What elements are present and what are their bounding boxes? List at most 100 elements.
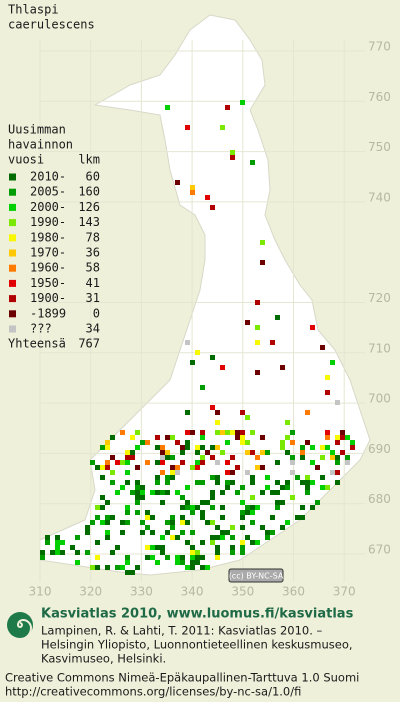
legend-label: 1900- <box>30 291 66 305</box>
observation-square <box>325 375 330 380</box>
observation-square <box>310 325 315 330</box>
legend-label: 1970- <box>30 246 66 260</box>
observation-square <box>345 460 350 465</box>
observation-square <box>230 480 235 485</box>
observation-square <box>105 530 110 535</box>
observation-square <box>165 530 170 535</box>
observation-square <box>230 155 235 160</box>
observation-square <box>220 450 225 455</box>
legend-swatch <box>9 203 16 211</box>
observation-square <box>180 495 185 500</box>
observation-square <box>310 460 315 465</box>
observation-square <box>190 550 195 555</box>
observation-square <box>150 530 155 535</box>
observation-square <box>235 430 240 435</box>
observation-square <box>310 480 315 485</box>
observation-square <box>170 535 175 540</box>
observation-square <box>240 100 245 105</box>
observation-square <box>135 495 140 500</box>
observation-square <box>240 410 245 415</box>
observation-square <box>125 520 130 525</box>
observation-square <box>105 445 110 450</box>
observation-square <box>190 185 195 190</box>
observation-square <box>45 540 50 545</box>
observation-square <box>220 535 225 540</box>
observation-square <box>210 355 215 360</box>
observation-square <box>40 550 45 555</box>
observation-square <box>185 440 190 445</box>
observation-square <box>250 540 255 545</box>
observation-square <box>90 520 95 525</box>
legend-count: 41 <box>86 276 100 290</box>
observation-square <box>185 505 190 510</box>
license-line: http://creativecommons.org/licenses/by-n… <box>5 685 301 699</box>
legend-count: 143 <box>78 215 100 229</box>
observation-square <box>185 520 190 525</box>
observation-square <box>340 450 345 455</box>
observation-square <box>185 500 190 505</box>
observation-square <box>75 535 80 540</box>
observation-square <box>230 150 235 155</box>
observation-square <box>250 160 255 165</box>
observation-square <box>200 460 205 465</box>
observation-square <box>140 495 145 500</box>
observation-square <box>285 450 290 455</box>
observation-square <box>265 535 270 540</box>
observation-square <box>225 470 230 475</box>
observation-square <box>215 545 220 550</box>
observation-square <box>220 505 225 510</box>
observation-square <box>110 470 115 475</box>
legend-swatch <box>9 173 16 181</box>
observation-square <box>145 460 150 465</box>
observation-square <box>255 465 260 470</box>
observation-square <box>215 480 220 485</box>
observation-square <box>240 550 245 555</box>
legend-label: -1899 <box>30 306 66 320</box>
observation-square <box>245 470 250 475</box>
observation-square <box>200 445 205 450</box>
legend-count: 126 <box>78 200 100 214</box>
observation-square <box>205 565 210 570</box>
legend-count: 78 <box>86 230 100 244</box>
observation-square <box>120 485 125 490</box>
observation-square <box>225 480 230 485</box>
observation-square <box>105 500 110 505</box>
observation-square <box>165 520 170 525</box>
observation-square <box>215 460 220 465</box>
observation-square <box>230 535 235 540</box>
observation-square <box>290 460 295 465</box>
observation-square <box>125 505 130 510</box>
legend-swatch <box>9 279 16 287</box>
observation-square <box>240 435 245 440</box>
observation-square <box>165 490 170 495</box>
observation-square <box>250 510 255 515</box>
observation-square <box>195 465 200 470</box>
observation-square <box>240 515 245 520</box>
observation-square <box>335 480 340 485</box>
legend-total-count: 767 <box>78 337 100 351</box>
observation-square <box>125 480 130 485</box>
observation-square <box>200 540 205 545</box>
observation-square <box>210 405 215 410</box>
observation-square <box>315 500 320 505</box>
easting-label: 340 <box>181 585 204 599</box>
observation-square <box>145 545 150 550</box>
observation-square <box>160 445 165 450</box>
observation-square <box>45 535 50 540</box>
northing-label: 770 <box>368 40 391 54</box>
observation-square <box>165 435 170 440</box>
observation-square <box>165 450 170 455</box>
observation-square <box>245 450 250 455</box>
title: caerulescens <box>8 18 95 32</box>
legend-swatch <box>9 325 16 333</box>
observation-square <box>145 525 150 530</box>
observation-square <box>200 435 205 440</box>
observation-square <box>200 480 205 485</box>
observation-square <box>120 460 125 465</box>
observation-square <box>335 470 340 475</box>
observation-square <box>200 565 205 570</box>
observation-square <box>230 455 235 460</box>
observation-square <box>175 555 180 560</box>
legend-label: ??? <box>30 322 52 336</box>
